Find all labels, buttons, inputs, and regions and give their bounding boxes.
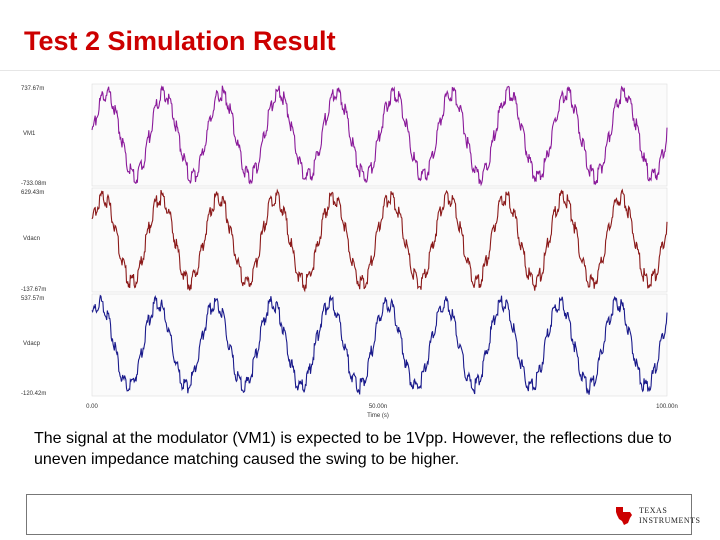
y-max-label: 629.43m (21, 190, 44, 196)
logo-line-1: TEXAS (639, 506, 668, 515)
signal-name-label: VM1 (23, 131, 36, 137)
texas-state-icon (616, 507, 632, 525)
footer-bar: TEXAS INSTRUMENTS (26, 494, 700, 535)
ti-wordmark: TEXAS INSTRUMENTS (639, 506, 701, 526)
y-min-label: -137.67m (21, 287, 46, 293)
waveform-chart: 737.67mVM1-733.08m629.43mVdacn-137.67m53… (21, 83, 678, 419)
panel-frame (91, 293, 668, 397)
y-min-label: -120.42m (21, 391, 46, 397)
x-tick-label: 0.00 (86, 404, 98, 410)
series-line-vm1 (91, 85, 668, 187)
x-tick-label: 50.00n (369, 404, 387, 410)
signal-name-label: Vdacp (23, 341, 41, 347)
panel-frame (91, 187, 668, 293)
title-divider (0, 70, 720, 71)
x-axis-label: Time (s) (367, 413, 389, 419)
panel-vm1: 737.67m VM1 -733.08m (21, 83, 668, 187)
y-min-label: -733.08m (21, 181, 46, 187)
signal-name-label: Vdacn (23, 236, 40, 242)
slide-title: Test 2 Simulation Result (24, 26, 336, 56)
panel-vdacp: 537.57m Vdacp -120.42m (21, 293, 668, 397)
x-tick-label: 100.00n (656, 404, 678, 410)
y-max-label: 737.67m (21, 86, 44, 92)
panel-vdacn: 629.43m Vdacn -137.67m (21, 187, 668, 293)
caption-text: The signal at the modulator (VM1) is exp… (34, 430, 672, 468)
y-max-label: 537.57m (21, 296, 44, 302)
logo-line-2: INSTRUMENTS (639, 516, 701, 525)
simulation-figure: 737.67m VM1 -733.08m 629.43m Vdacn -137.67m 53… (20, 74, 680, 422)
series-line-vdacp (91, 294, 668, 395)
series-line-vdacn (91, 188, 668, 293)
